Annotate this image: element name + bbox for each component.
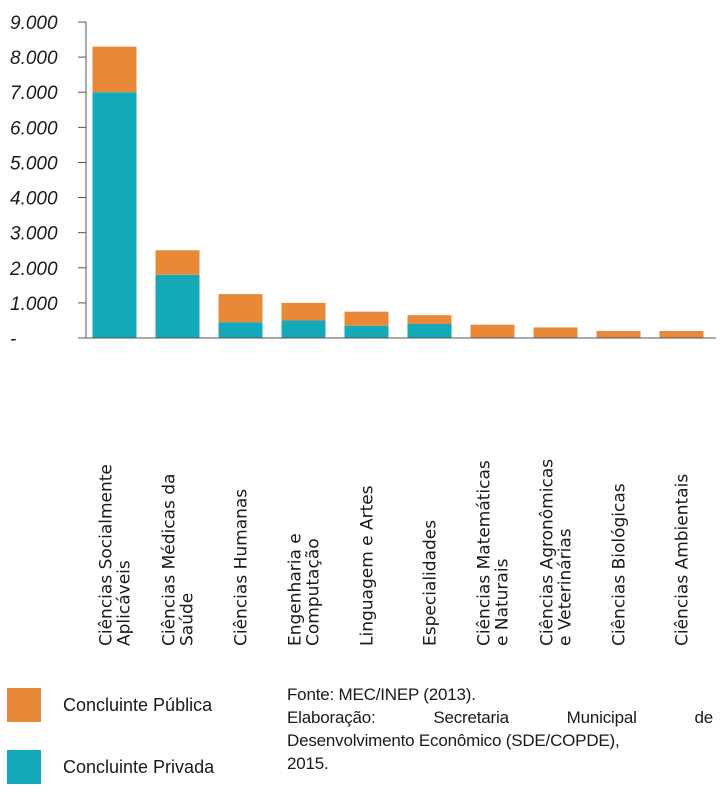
x-category-label: Engenharia e: [286, 533, 306, 646]
y-tick-label: 6.000: [10, 118, 58, 139]
source-elaboracao: Elaboração: Secretaria Municipal de: [287, 706, 713, 729]
y-tick-label: 1.000: [10, 294, 58, 315]
bars: [92, 46, 704, 338]
bar-segment-publica: [533, 327, 578, 338]
bar-segment-publica: [659, 330, 704, 338]
x-category-label: Saúde: [178, 593, 198, 646]
x-category-label: Computação: [304, 538, 324, 646]
source-fonte: Fonte: MEC/INEP (2013).: [287, 685, 476, 704]
bar-segment-privada: [92, 92, 137, 338]
source-note: Fonte: MEC/INEP (2013). Elaboração: Secr…: [287, 683, 713, 775]
bar-segment-privada: [281, 320, 326, 338]
stacked-bar-chart: - 1.000 2.000 3.000 4.000 5.000 6.000 7.000 8.00…: [9, 13, 716, 646]
bar-segment-publica: [407, 315, 452, 324]
legend-label-privada: Concluinte Privada: [63, 757, 215, 777]
y-tick-label: 3.000: [10, 224, 58, 245]
y-tick-label: 4.000: [10, 189, 58, 210]
y-tick-label: 2.000: [9, 259, 58, 280]
bar-segment-publica: [596, 330, 641, 338]
y-tick-label: 5.000: [10, 153, 58, 174]
y-tick-label: -: [10, 329, 16, 350]
y-tick-label: 8.000: [10, 48, 58, 69]
bar-segment-privada: [344, 325, 389, 338]
x-category-label: Ciências Agronômicas: [538, 459, 558, 646]
y-tick-label: 9.000: [10, 13, 58, 34]
source-line4: 2015.: [287, 754, 329, 773]
x-category-label: Especialidades: [421, 520, 441, 646]
bar-segment-privada: [155, 274, 200, 338]
bar-segment-publica: [344, 311, 389, 326]
legend-item-privada: Concluinte Privada: [7, 750, 257, 786]
x-category-label: Ciências Matemáticas: [475, 460, 495, 646]
x-category-label: Ciências Socialmente: [97, 464, 117, 646]
bar-segment-privada: [218, 322, 263, 338]
legend-swatch-privada: [7, 750, 41, 784]
bar-segment-privada: [407, 323, 452, 338]
x-category-label: Ciências Biológicas: [610, 483, 630, 646]
x-category-label: Aplicáveis: [115, 560, 135, 646]
legend-label-publica: Concluinte Pública: [63, 695, 213, 715]
x-category-label: Linguagem e Artes: [358, 485, 378, 646]
x-category-label: e Naturais: [493, 558, 513, 646]
source-line3: Desenvolvimento Econômico (SDE/COPDE),: [287, 731, 620, 750]
x-category-label: Ciências Humanas: [232, 489, 252, 646]
source-elaboracao-prefix: Elaboração:: [287, 708, 376, 727]
bar-segment-publica: [155, 250, 200, 275]
x-category-label: Ciências Médicas da: [160, 474, 180, 646]
axes: [85, 22, 716, 339]
source-elaboracao-word: de: [694, 708, 713, 727]
x-category-label: e Veterinárias: [556, 528, 576, 646]
bar-segment-publica: [218, 294, 263, 323]
bar-segment-publica: [281, 302, 326, 321]
bar-segment-publica: [92, 46, 137, 93]
legend-swatch-publica: [7, 688, 41, 722]
source-elaboracao-word: Municipal: [566, 708, 637, 727]
source-elaboracao-word: Secretaria: [433, 708, 509, 727]
x-category-label: Ciências Ambientais: [673, 474, 693, 646]
y-tick-label: 7.000: [10, 83, 58, 104]
bar-segment-publica: [470, 324, 515, 338]
legend-item-publica: Concluinte Pública: [7, 688, 257, 724]
y-axis: - 1.000 2.000 3.000 4.000 5.000 6.000 7.000 8.00…: [9, 13, 86, 350]
